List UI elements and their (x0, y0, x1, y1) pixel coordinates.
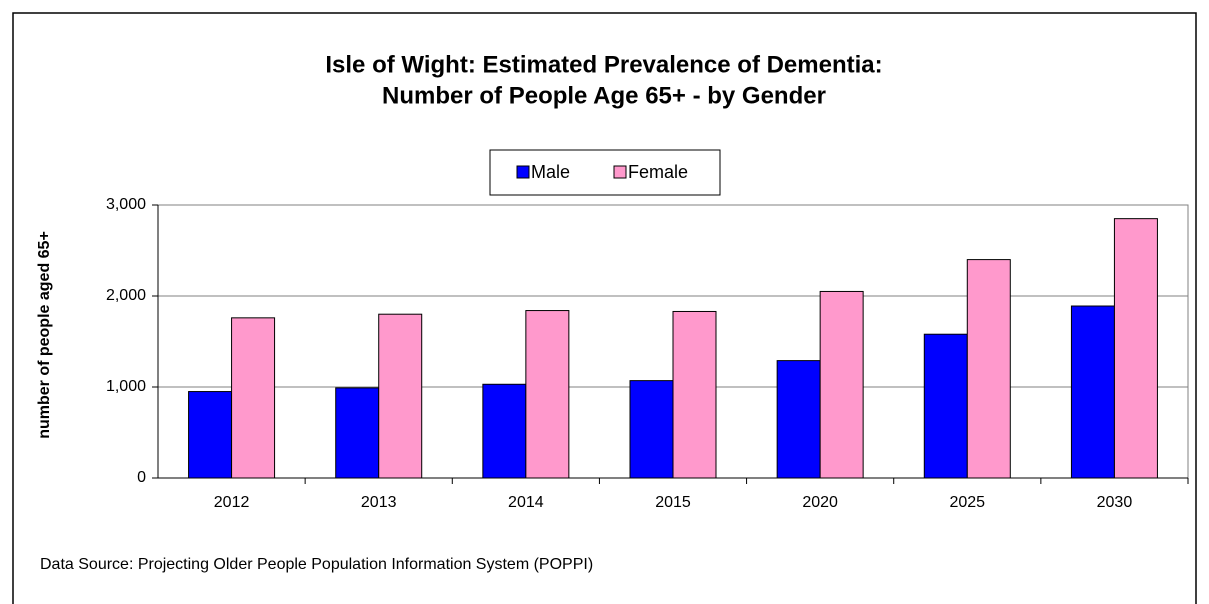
bar (1113, 218, 1158, 479)
bar (819, 290, 864, 479)
chart-title: Isle of Wight: Estimated Prevalence of D… (325, 51, 882, 78)
bar (966, 259, 1011, 479)
bar (378, 313, 423, 479)
bar (188, 391, 233, 479)
x-tick-label: 2020 (802, 494, 838, 511)
bar (482, 383, 527, 479)
y-tick-label: 0 (137, 469, 146, 486)
x-tick-label: 2012 (214, 494, 250, 511)
bar (525, 310, 570, 479)
bar (231, 317, 276, 479)
y-tick-label: 3,000 (106, 196, 146, 213)
legend-swatch (613, 165, 627, 179)
legend-swatch (516, 165, 530, 179)
source-note: Data Source: Projecting Older People Pop… (40, 556, 593, 573)
bar (923, 333, 968, 479)
x-tick-label: 2014 (508, 494, 544, 511)
x-tick-label: 2025 (949, 494, 985, 511)
bar (776, 360, 821, 479)
y-tick-label: 1,000 (106, 378, 146, 395)
x-tick-label: 2013 (361, 494, 397, 511)
bar (672, 310, 717, 479)
bar (1070, 305, 1115, 479)
legend-label: Male (531, 162, 570, 182)
legend-label: Female (628, 162, 688, 182)
bar (629, 380, 674, 479)
bar (335, 387, 380, 479)
x-tick-label: 2015 (655, 494, 691, 511)
chart-title: Number of People Age 65+ - by Gender (382, 82, 826, 109)
y-tick-label: 2,000 (106, 287, 146, 304)
x-tick-label: 2030 (1097, 494, 1133, 511)
y-axis-label: number of people aged 65+ (36, 231, 53, 439)
